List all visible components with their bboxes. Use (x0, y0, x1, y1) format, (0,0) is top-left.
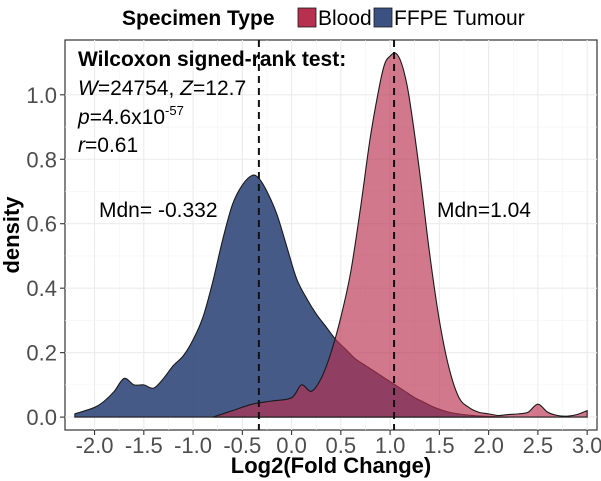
legend-label-ffpe: FFPE Tumour (394, 7, 525, 30)
x-tick-label: -2.0 (76, 433, 114, 458)
median-label-ffpe: Mdn= -0.332 (99, 199, 218, 222)
r-value: =0.61 (85, 134, 138, 157)
x-tick-label: 1.5 (424, 433, 455, 458)
median-label-blood: Mdn=1.04 (437, 199, 531, 222)
test-p: p=4.6x10-57 (77, 103, 184, 129)
x-tick-label: -1.0 (174, 433, 212, 458)
y-tick-label: 0.2 (26, 341, 57, 366)
legend: Specimen Type Blood FFPE Tumour (122, 7, 525, 30)
x-tick-label: 0.5 (326, 433, 357, 458)
y-axis: 0.0 0.2 0.4 0.6 0.8 1.0 (26, 83, 65, 430)
p-label: p (77, 106, 90, 129)
x-tick-label: 2.5 (523, 433, 554, 458)
x-tick-label: -1.5 (125, 433, 163, 458)
y-axis-title: density (0, 196, 24, 274)
x-axis-title: Log2(Fold Change) (231, 453, 431, 478)
density-areas (74, 52, 588, 418)
y-tick-label: 0.6 (26, 212, 57, 237)
legend-title: Specimen Type (122, 7, 275, 30)
y-tick-label: 0.4 (26, 276, 57, 301)
median-lines (257, 40, 396, 430)
y-tick-label: 1.0 (26, 83, 57, 108)
legend-key-ffpe (373, 7, 393, 28)
legend-key-blood (297, 7, 317, 28)
legend-label-blood: Blood (318, 7, 372, 30)
x-tick-label: 3.0 (572, 433, 601, 458)
y-tick-label: 0.8 (26, 147, 57, 172)
plot-panel (64, 39, 598, 431)
x-tick-label: 2.0 (473, 433, 504, 458)
test-w-z: W=24754, Z=12.7 (78, 77, 246, 100)
p-value: =4.6x10 (90, 106, 165, 129)
p-exponent: -57 (165, 103, 184, 118)
test-annotation: Wilcoxon signed-rank test: W=24754, Z=12… (77, 48, 346, 157)
w-label: W (78, 77, 100, 100)
x-tick-label: -0.5 (223, 433, 261, 458)
density-area-blood (212, 52, 588, 418)
x-axis: -2.0 -1.5 -1.0 -0.5 0.0 0.5 1.0 1.5 2.0 2.5 3.0 (76, 430, 601, 458)
test-r: r=0.61 (78, 134, 138, 157)
r-label: r (78, 134, 86, 157)
x-tick-label: 1.0 (375, 433, 406, 458)
w-value: =24754, (98, 77, 180, 100)
z-value: =12.7 (193, 77, 246, 100)
y-tick-label: 0.0 (26, 405, 57, 430)
x-tick-label: 0.0 (276, 433, 307, 458)
test-title: Wilcoxon signed-rank test: (78, 48, 346, 71)
z-label: Z (179, 77, 194, 100)
